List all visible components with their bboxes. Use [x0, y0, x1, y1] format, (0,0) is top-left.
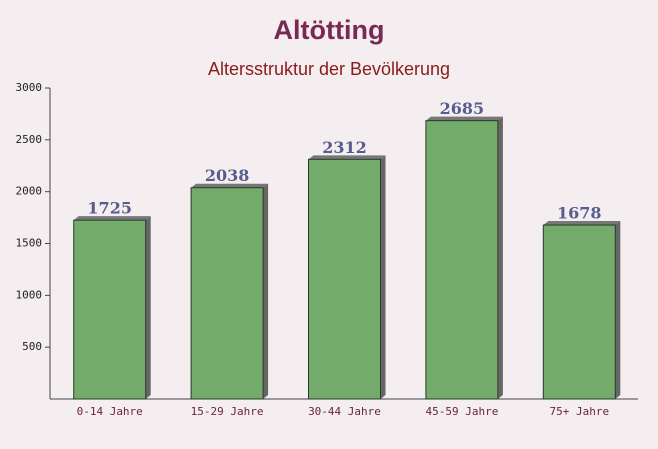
data-label: 1678 — [557, 204, 602, 223]
y-tick-label: 1500 — [16, 237, 43, 250]
data-label: 1725 — [87, 199, 132, 218]
bar-shadow — [615, 221, 621, 399]
data-label: 2038 — [205, 166, 250, 185]
x-tick-label: 30-44 Jahre — [308, 405, 381, 418]
x-tick-label: 0-14 Jahre — [77, 405, 143, 418]
chart-title: Altötting — [274, 15, 385, 45]
y-tick-label: 3000 — [16, 81, 43, 94]
y-tick-label: 2000 — [16, 185, 43, 198]
data-label: 2685 — [440, 99, 485, 118]
bar — [542, 224, 616, 400]
bar-shadow — [308, 155, 386, 160]
chart-subtitle: Altersstruktur der Bevölkerung — [208, 59, 450, 79]
bar-shadow — [543, 221, 621, 226]
y-tick-label: 500 — [22, 340, 42, 353]
bar-shadow — [73, 216, 151, 221]
y-tick-label: 2500 — [16, 133, 43, 146]
data-label: 2312 — [322, 138, 367, 157]
bar-shadow — [191, 183, 269, 188]
bar-shadow — [380, 155, 386, 399]
y-tick-label: 1000 — [16, 288, 43, 301]
bar — [425, 120, 499, 400]
x-tick-label: 15-29 Jahre — [191, 405, 264, 418]
bar-shadow — [145, 216, 151, 399]
bar-shadow — [497, 116, 503, 399]
x-tick-label: 75+ Jahre — [549, 405, 609, 418]
bar-shadow — [263, 183, 269, 399]
bar — [308, 158, 381, 400]
bar — [73, 219, 147, 400]
bar — [190, 187, 264, 400]
bar-shadow — [425, 116, 503, 121]
x-tick-label: 45-59 Jahre — [425, 405, 498, 418]
